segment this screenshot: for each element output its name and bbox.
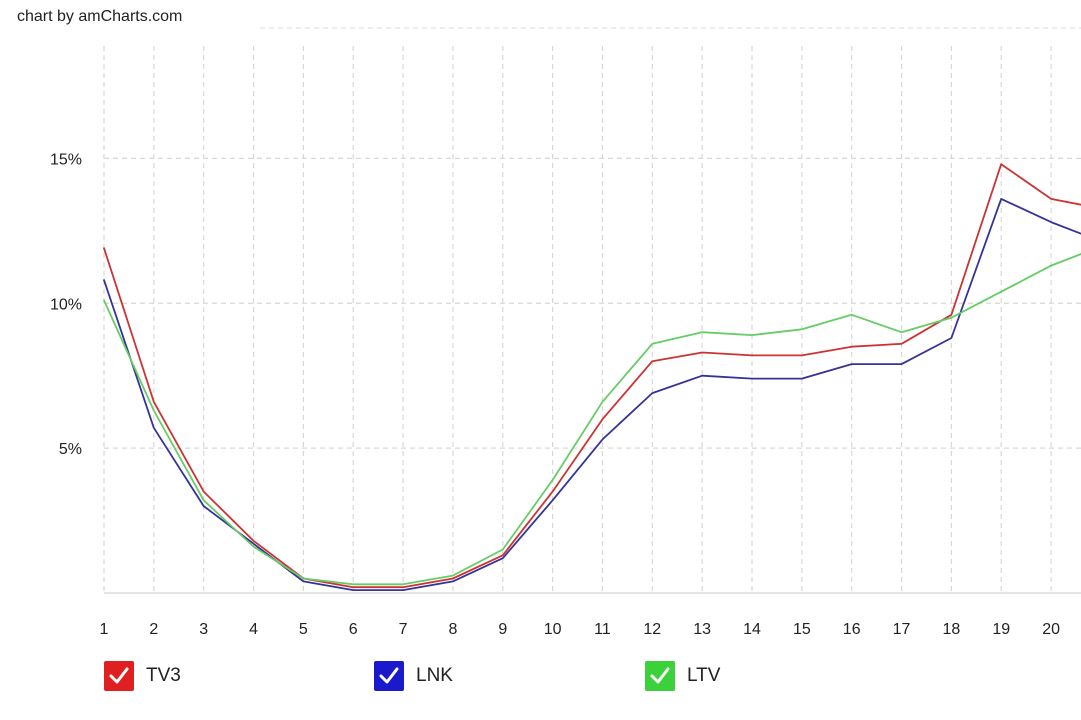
x-tick-label: 1 xyxy=(100,621,109,638)
legend-checkbox[interactable] xyxy=(645,661,675,691)
x-tick-label: 9 xyxy=(498,621,507,638)
line-chart: 5%10%15%1 2 3 4 5 6 7 8 9 10 11 12 13 14 15 16 17 18 19 20 xyxy=(50,27,1081,638)
series-line-lnk xyxy=(103,197,1081,591)
grid xyxy=(103,27,1081,593)
x-tick-label: 7 xyxy=(399,621,408,638)
series-line-ltv xyxy=(103,253,1081,586)
x-tick-label: 17 xyxy=(893,621,911,638)
y-tick-label: 15% xyxy=(50,151,82,168)
x-tick-label: 10 xyxy=(544,621,562,638)
y-tick-label: 10% xyxy=(50,296,82,313)
legend-item-tv3[interactable]: TV3 xyxy=(104,660,181,692)
checkmark-icon xyxy=(109,667,129,684)
checkmark-icon xyxy=(650,667,670,684)
legend-label: TV3 xyxy=(146,665,181,686)
chart-credit[interactable]: chart by amCharts.com xyxy=(17,8,183,25)
legend-label: LNK xyxy=(416,665,453,686)
legend: TV3 LNK LTV xyxy=(0,660,1081,700)
x-tick-label: 20 xyxy=(1042,621,1060,638)
x-tick-label: 15 xyxy=(793,621,811,638)
checkmark-icon xyxy=(379,667,399,684)
x-tick-label: 13 xyxy=(693,621,711,638)
y-tick-label: 5% xyxy=(59,441,82,458)
series-line-tv3 xyxy=(103,163,1081,589)
x-tick-label: 5 xyxy=(299,621,308,638)
x-tick-label: 2 xyxy=(149,621,158,638)
x-tick-label: 8 xyxy=(448,621,457,638)
legend-item-lnk[interactable]: LNK xyxy=(374,660,453,692)
x-tick-label: 16 xyxy=(843,621,861,638)
x-tick-label: 18 xyxy=(942,621,960,638)
legend-label: LTV xyxy=(687,665,721,686)
legend-checkbox[interactable] xyxy=(104,661,134,691)
legend-item-ltv[interactable]: LTV xyxy=(645,660,720,692)
x-tick-label: 11 xyxy=(594,621,611,638)
x-tick-label: 3 xyxy=(199,621,208,638)
x-tick-label: 14 xyxy=(743,621,761,638)
x-tick-label: 12 xyxy=(643,621,661,638)
tick-labels: 5%10%15%1 2 3 4 5 6 7 8 9 10 11 12 13 14 15 16 17 18 19 20 xyxy=(50,151,1060,638)
legend-checkbox[interactable] xyxy=(374,661,404,691)
x-tick-label: 6 xyxy=(349,621,358,638)
series-group xyxy=(103,163,1081,591)
x-tick-label: 19 xyxy=(992,621,1010,638)
x-tick-label: 4 xyxy=(249,621,258,638)
